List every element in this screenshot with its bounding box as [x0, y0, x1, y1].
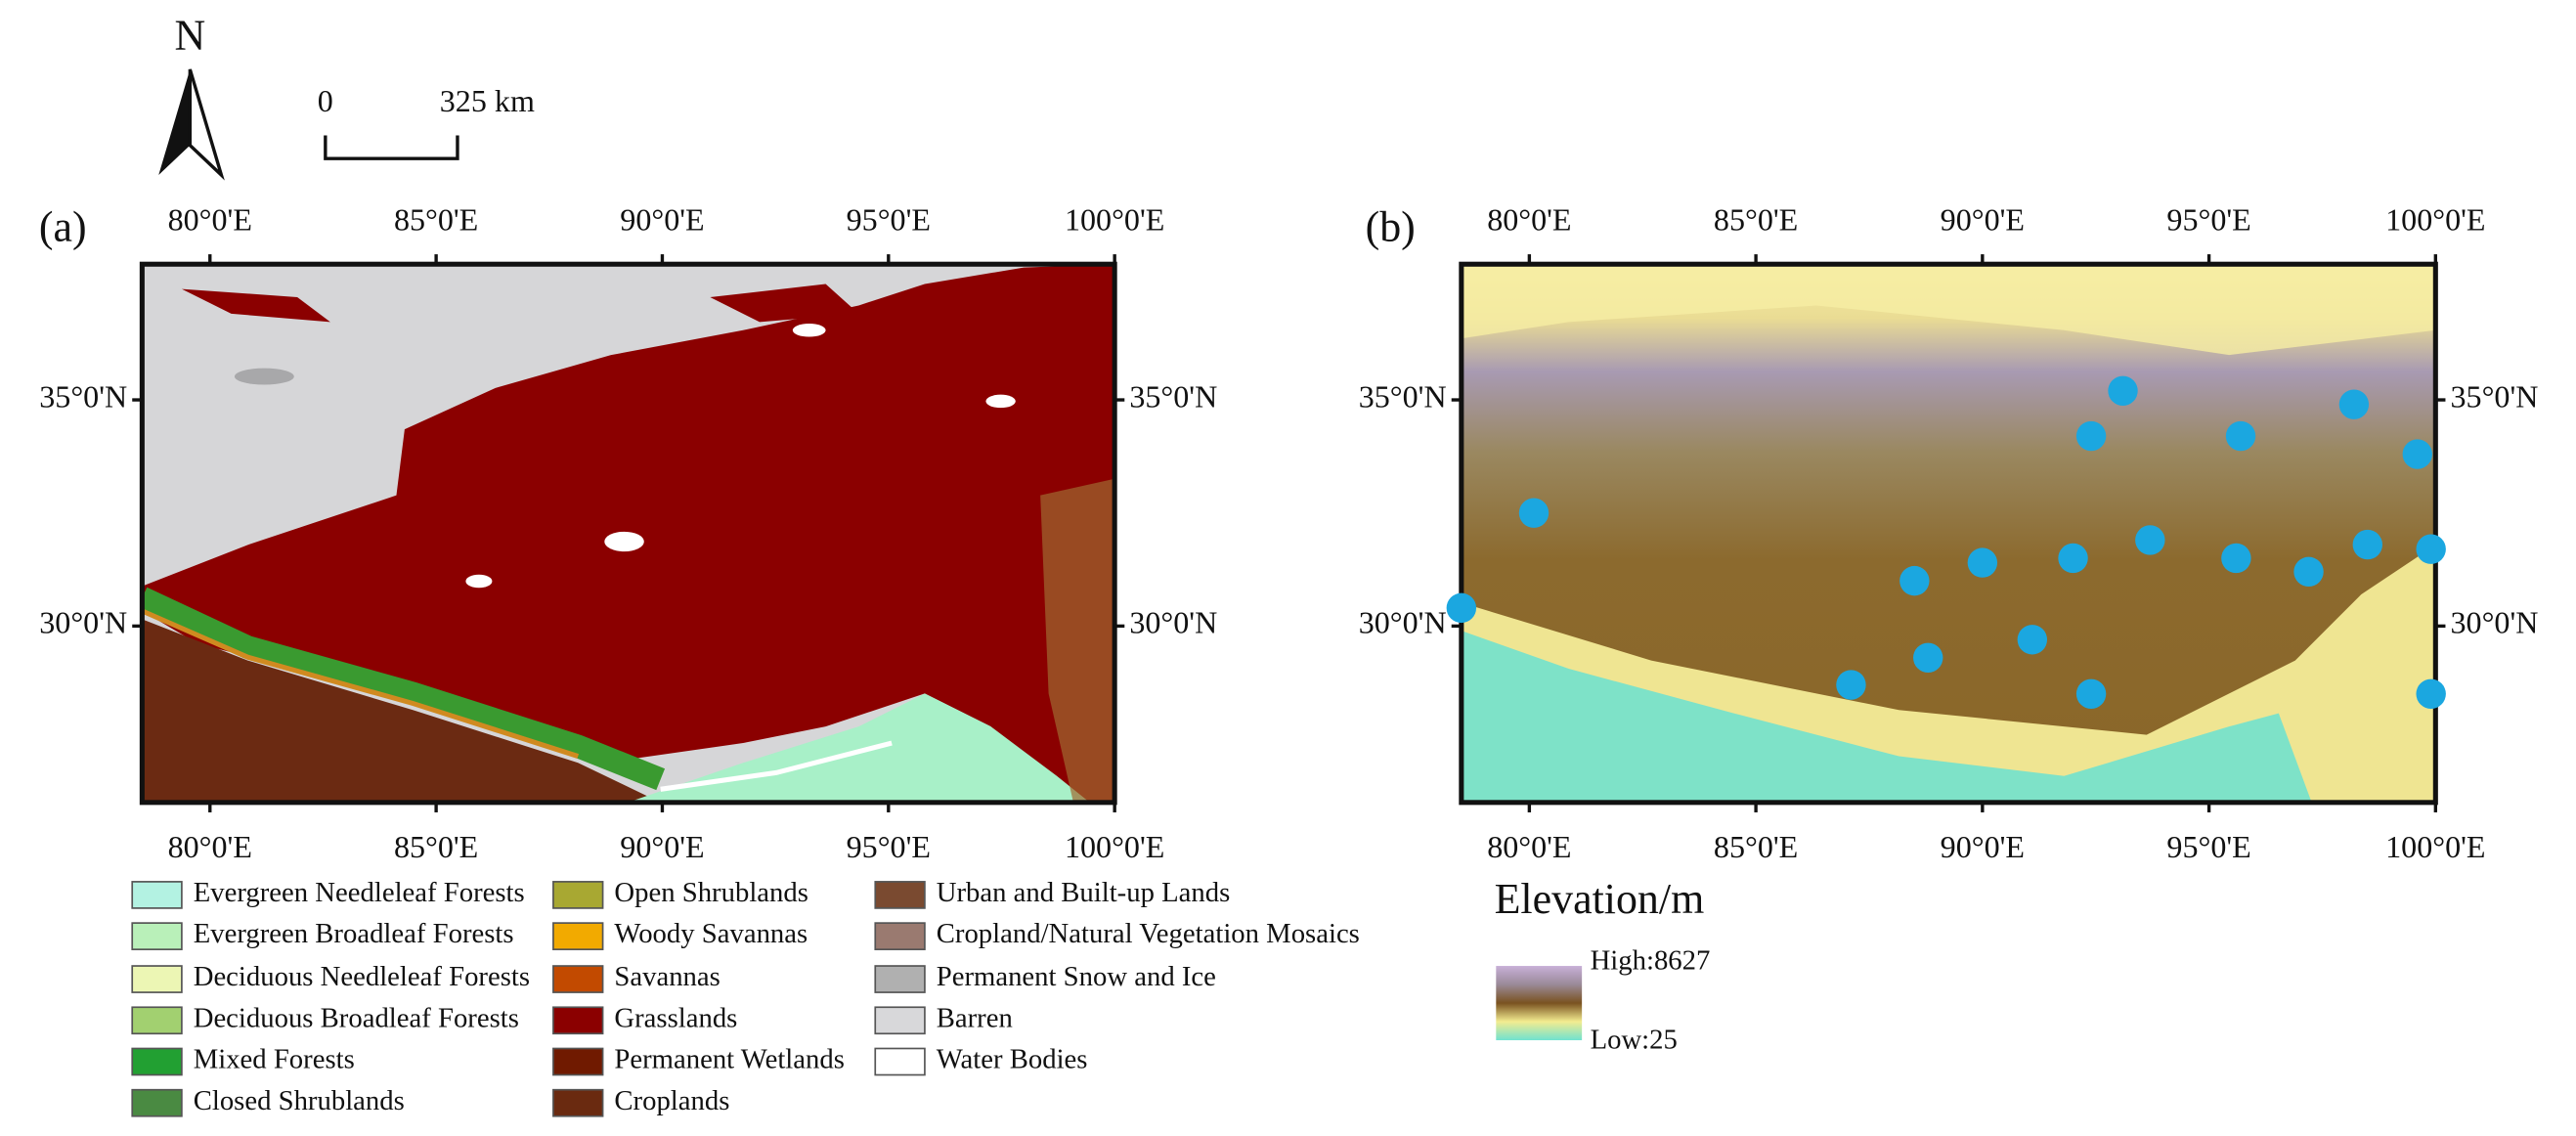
elevation-map	[1461, 264, 2436, 803]
lon-tick-label: 100°0'E	[1065, 201, 1164, 237]
station	[2058, 543, 2088, 574]
lon-tick-label: 95°0'E	[847, 201, 931, 237]
elevation-title: Elevation/m	[1495, 876, 1705, 923]
station	[1913, 642, 1943, 673]
station	[2135, 525, 2165, 555]
north-label: N	[174, 13, 205, 60]
lon-tick-label: 95°0'E	[847, 829, 931, 864]
lat-tick-label: 30°0'N	[39, 605, 127, 640]
station	[2221, 543, 2251, 574]
legend-label: Open Shrublands	[614, 877, 808, 908]
lon-tick-label: 95°0'E	[2166, 201, 2250, 237]
legend-swatch	[552, 922, 604, 950]
legend-label: Barren	[937, 1002, 1013, 1033]
legend-label: Croplands	[614, 1085, 729, 1116]
legend-swatch	[131, 922, 183, 950]
lon-tick-label: 95°0'E	[2166, 829, 2250, 864]
elevation-high: High:8627	[1591, 944, 1711, 976]
legend-swatch	[552, 965, 604, 993]
lon-tick-label: 80°0'E	[1487, 829, 1571, 864]
lat-tick-label: 30°0'N	[1359, 605, 1447, 640]
lat-tick-label: 30°0'N	[1129, 605, 1217, 640]
elevation-low: Low:25	[1591, 1024, 1678, 1055]
legend-label: Urban and Built-up Lands	[937, 877, 1231, 908]
station	[1446, 592, 1477, 624]
map-frame	[1459, 261, 2438, 806]
lon-tick-label: 100°0'E	[1065, 829, 1164, 864]
legend-label: Cropland/Natural Vegetation Mosaics	[937, 918, 1360, 949]
station	[1899, 565, 1930, 596]
panel-label: (b)	[1366, 204, 1416, 251]
map-frame	[139, 261, 1117, 806]
station	[2416, 534, 2446, 564]
scale-bar	[324, 135, 459, 160]
legend-label: Permanent Snow and Ice	[937, 961, 1216, 992]
station	[2017, 625, 2048, 655]
north-arrow	[158, 68, 225, 181]
legend-label: Woody Savannas	[614, 918, 808, 949]
legend-swatch	[874, 965, 926, 993]
station	[2402, 439, 2432, 469]
legend-swatch	[874, 1006, 926, 1035]
legend-swatch	[131, 1088, 183, 1117]
lat-tick-label: 35°0'N	[1359, 378, 1447, 414]
lat-tick-label: 35°0'N	[39, 378, 127, 414]
legend-label: Savannas	[614, 961, 720, 992]
legend-swatch	[552, 881, 604, 909]
lat-tick-label: 35°0'N	[1129, 378, 1217, 414]
legend-swatch	[131, 881, 183, 909]
lon-tick-label: 85°0'E	[1714, 829, 1798, 864]
lat-tick-label: 30°0'N	[2451, 605, 2539, 640]
legend-label: Deciduous Needleleaf Forests	[194, 961, 530, 992]
lon-tick-label: 80°0'E	[1487, 201, 1571, 237]
lon-tick-label: 90°0'E	[620, 829, 704, 864]
legend-swatch	[874, 881, 926, 909]
legend-label: Mixed Forests	[194, 1044, 355, 1075]
lon-tick-label: 85°0'E	[394, 201, 478, 237]
lon-tick-label: 85°0'E	[394, 829, 478, 864]
legend-label: Grasslands	[614, 1002, 737, 1033]
station	[2108, 375, 2138, 406]
elevation-color-bar	[1496, 966, 1583, 1041]
legend-swatch	[552, 1006, 604, 1035]
legend-label: Closed Shrublands	[194, 1085, 405, 1116]
lon-tick-label: 90°0'E	[1941, 201, 2025, 237]
station	[2075, 678, 2107, 709]
lon-tick-label: 80°0'E	[168, 201, 252, 237]
station	[2225, 420, 2256, 452]
legend-label: Evergreen Broadleaf Forests	[194, 918, 514, 949]
legend-label: Permanent Wetlands	[614, 1044, 845, 1075]
scale-label: 325 km	[440, 83, 535, 118]
lon-tick-label: 80°0'E	[168, 829, 252, 864]
station	[2293, 556, 2324, 588]
lat-tick-label: 35°0'N	[2451, 378, 2539, 414]
legend-swatch	[874, 922, 926, 950]
legend-swatch	[131, 1006, 183, 1035]
lon-tick-label: 90°0'E	[1941, 829, 2025, 864]
legend-swatch	[552, 1088, 604, 1117]
lon-tick-label: 100°0'E	[2385, 201, 2485, 237]
lon-tick-label: 85°0'E	[1714, 201, 1798, 237]
station	[1836, 670, 1866, 700]
station	[1518, 498, 1550, 528]
legend-swatch	[874, 1047, 926, 1076]
legend-label: Deciduous Broadleaf Forests	[194, 1002, 519, 1033]
station	[2416, 678, 2446, 709]
station	[2352, 529, 2383, 560]
legend-label: Water Bodies	[937, 1044, 1088, 1075]
legend-swatch	[552, 1047, 604, 1076]
station	[2338, 389, 2370, 419]
station	[2075, 420, 2107, 452]
lon-tick-label: 90°0'E	[620, 201, 704, 237]
legend-swatch	[131, 965, 183, 993]
land-cover-map	[142, 264, 1115, 803]
legend-label: Evergreen Needleleaf Forests	[194, 877, 525, 908]
legend-swatch	[131, 1047, 183, 1076]
lon-tick-label: 100°0'E	[2385, 829, 2485, 864]
station	[1967, 547, 1998, 578]
scale-label: 0	[318, 83, 333, 118]
panel-label: (a)	[39, 204, 87, 251]
